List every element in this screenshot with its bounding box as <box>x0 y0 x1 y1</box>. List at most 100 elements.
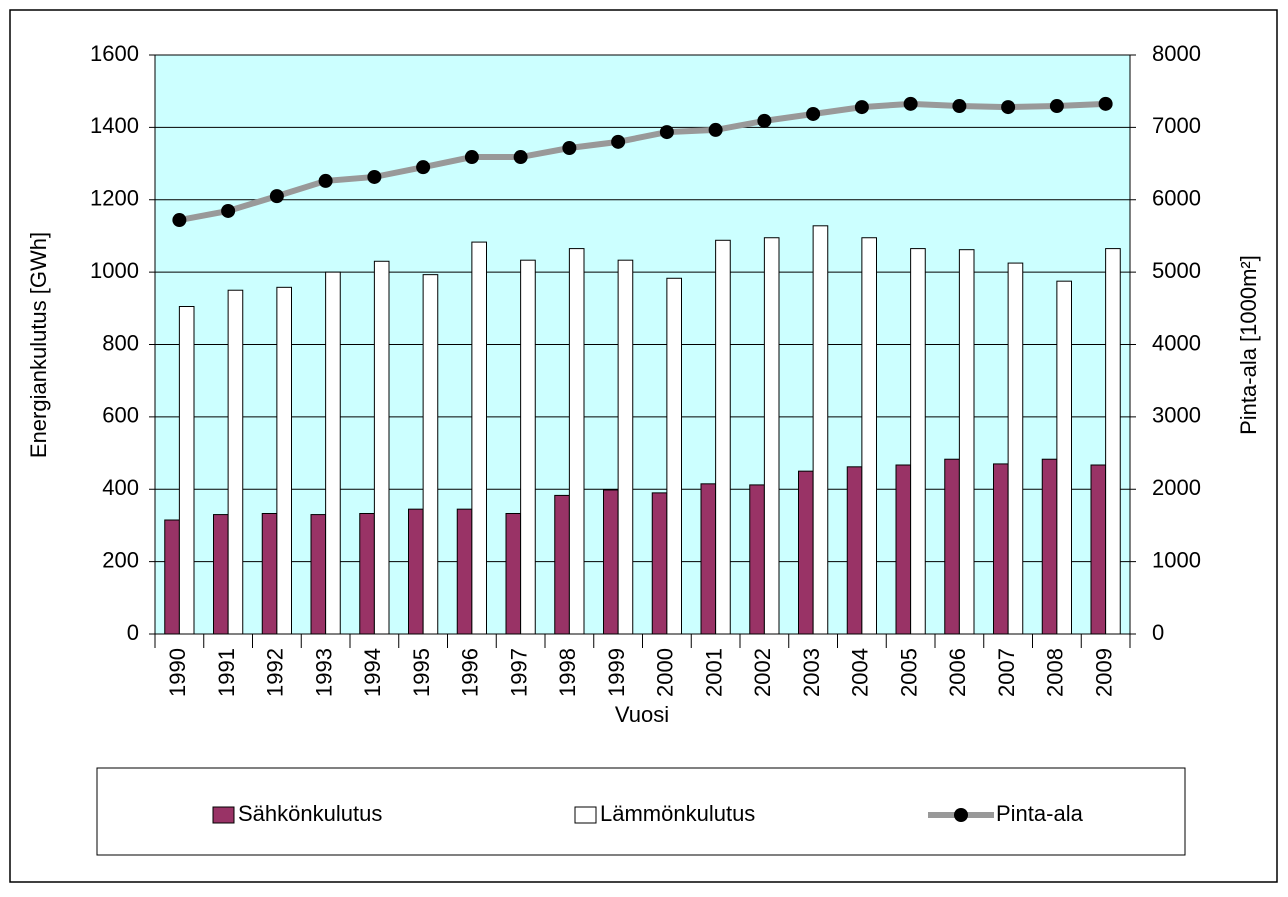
y2-tick-label: 4000 <box>1152 330 1201 355</box>
y-tick-label: 800 <box>102 330 139 355</box>
bar <box>422 274 439 635</box>
line-point <box>464 150 479 165</box>
x-tick-label: 2003 <box>799 648 824 697</box>
bar <box>617 259 634 635</box>
line-point <box>367 169 382 184</box>
bar <box>910 248 926 635</box>
bar <box>666 277 682 635</box>
bar <box>227 289 244 635</box>
y2-tick-label: 1000 <box>1152 547 1201 572</box>
line-point <box>806 106 821 121</box>
bar <box>178 306 195 635</box>
x-tick-label: 2005 <box>896 648 921 697</box>
bar <box>359 512 375 635</box>
line-point <box>1098 96 1113 111</box>
bar <box>993 463 1009 635</box>
line-point <box>1001 100 1016 115</box>
x-tick-label: 1991 <box>214 648 239 697</box>
x-tick-label: 1997 <box>506 648 531 697</box>
x-tick-label: 2007 <box>994 648 1019 697</box>
line <box>178 100 1106 223</box>
line-point <box>854 100 869 115</box>
bar <box>861 237 877 635</box>
y-tick-label: 1600 <box>90 41 139 66</box>
bar <box>310 514 327 635</box>
bar <box>895 464 912 635</box>
bar <box>715 239 731 635</box>
bar <box>763 237 780 635</box>
line-point <box>659 125 674 140</box>
y2-tick-label: 8000 <box>1152 41 1201 66</box>
bar <box>798 470 814 635</box>
legend-swatch <box>574 806 597 824</box>
x-tick-label: 1993 <box>311 648 336 697</box>
x-tick-label: 1995 <box>409 648 434 697</box>
bar <box>213 514 229 635</box>
legend-label: Pinta-ala <box>996 801 1084 826</box>
bar <box>603 489 619 635</box>
y-tick-label: 1000 <box>90 258 139 283</box>
x-tick-label: 2001 <box>701 648 726 697</box>
line-point <box>952 99 967 114</box>
y2-axis-label: Pinta-ala [1000m²] <box>1236 255 1261 435</box>
y2-tick-label: 5000 <box>1152 258 1201 283</box>
line-point <box>562 141 577 156</box>
line-point <box>611 134 626 149</box>
bar <box>408 508 424 635</box>
x-axis-label: Vuosi <box>615 702 669 727</box>
bar <box>261 512 278 635</box>
line-point <box>903 96 918 111</box>
y-tick-label: 600 <box>102 403 139 428</box>
legend-label: Lämmönkulutus <box>600 801 755 826</box>
bar <box>944 458 960 635</box>
y2-tick-label: 7000 <box>1152 113 1201 138</box>
bar <box>456 508 473 635</box>
line-point <box>513 150 528 165</box>
bar <box>520 259 536 635</box>
legend-label: Sähkönkulutus <box>238 801 382 826</box>
legend-swatch <box>212 806 235 824</box>
x-tick-label: 2000 <box>653 648 678 697</box>
bar <box>1041 458 1058 635</box>
y-tick-label: 0 <box>127 620 139 645</box>
x-tick-label: 2006 <box>945 648 970 697</box>
bar <box>1007 262 1024 635</box>
x-tick-label: 1996 <box>458 648 483 697</box>
line-point <box>172 213 187 228</box>
y-tick-label: 1400 <box>90 113 139 138</box>
y2-tick-label: 0 <box>1152 620 1164 645</box>
x-tick-label: 1990 <box>165 648 190 697</box>
legend-marker <box>954 808 968 822</box>
y-tick-label: 1200 <box>90 186 139 211</box>
line-point <box>221 203 236 218</box>
bar <box>325 271 341 635</box>
bar <box>1090 464 1107 635</box>
bar <box>812 225 829 635</box>
x-tick-label: 1998 <box>555 648 580 697</box>
x-tick-label: 2002 <box>750 648 775 697</box>
bar <box>276 286 292 635</box>
bar <box>505 512 522 635</box>
bar <box>164 519 180 635</box>
line-point <box>757 113 772 128</box>
line-point <box>1049 99 1064 114</box>
bar <box>651 492 668 635</box>
x-tick-label: 1992 <box>263 648 288 697</box>
y2-tick-label: 3000 <box>1152 403 1201 428</box>
y-tick-label: 400 <box>102 475 139 500</box>
line-point <box>318 173 333 188</box>
x-tick-label: 2009 <box>1091 648 1116 697</box>
x-tick-label: 2004 <box>848 648 873 697</box>
bar <box>554 494 570 635</box>
bar <box>846 466 863 635</box>
line-point <box>708 122 723 137</box>
bar <box>958 249 975 635</box>
bar <box>373 260 390 635</box>
y-tick-label: 200 <box>102 547 139 572</box>
line-point <box>416 160 431 175</box>
y2-tick-label: 2000 <box>1152 475 1201 500</box>
legend-box <box>96 767 1186 856</box>
x-tick-label: 1999 <box>604 648 629 697</box>
bar <box>700 483 717 635</box>
